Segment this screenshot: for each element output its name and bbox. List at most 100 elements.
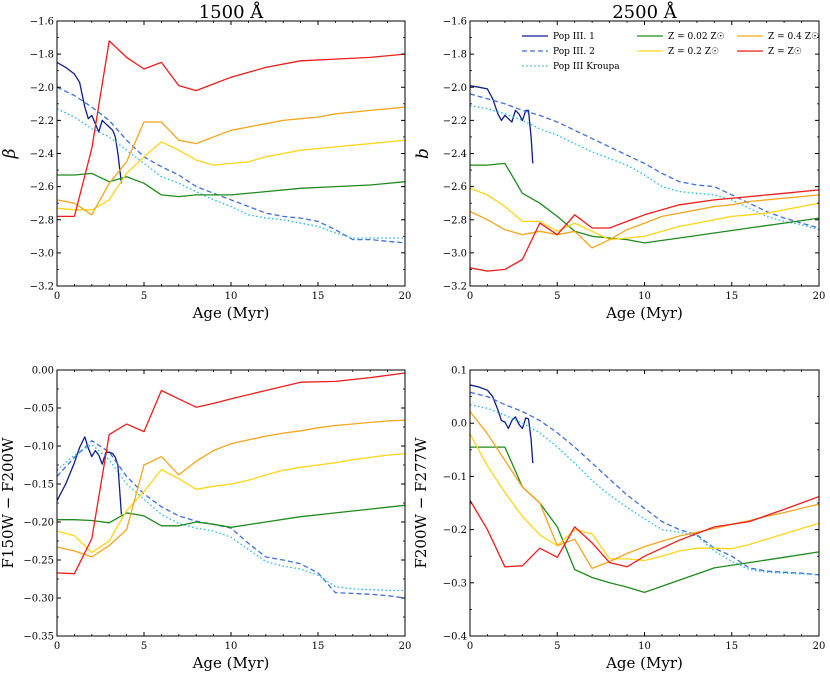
y-tick-label: −1.8 [443, 50, 467, 61]
x-tick-label: 10 [225, 291, 238, 302]
x-axis-label: Age (Myr) [605, 654, 683, 672]
series-z04 [57, 419, 405, 558]
series-popIII2 [57, 440, 405, 599]
y-tick-label: −0.10 [23, 442, 54, 453]
x-tick-label: 10 [225, 641, 238, 652]
legend-label-z1: Z = Z☉ [768, 47, 802, 57]
x-tick-label: 15 [725, 291, 738, 302]
series-z04 [470, 194, 819, 249]
y-tick-label: −2.2 [443, 116, 467, 127]
x-tick-label: 20 [813, 641, 826, 652]
y-tick-label: −3.2 [30, 282, 54, 293]
chart-panel-3: 0 5 10 15 20 −0.35 −0.30 −0.25 −0.20 −0.15 −0.10 −0… [0, 366, 411, 673]
y-tick-label: −3.0 [30, 248, 54, 259]
y-tick-label: −2.6 [30, 182, 54, 193]
legend-label-z02: Z = 0.2 Z☉ [668, 47, 719, 57]
x-tick-label: 5 [141, 641, 147, 652]
legend: Pop III. 1 Pop III. 2 Pop III Kroupa Z = 0.… [522, 32, 819, 72]
series-popIII1 [470, 84, 534, 164]
series-z002 [57, 172, 405, 198]
y-tick-label: −3.0 [443, 248, 467, 259]
y-tick-label: −0.3 [443, 578, 467, 589]
x-tick-label: 0 [467, 641, 473, 652]
x-tick-label: 10 [638, 641, 651, 652]
x-tick-label: 15 [725, 641, 738, 652]
series-popIII1 [470, 384, 534, 464]
axes-frame [56, 20, 406, 287]
series-z002 [57, 504, 405, 528]
legend-label-popIIIKroupa: Pop III Kroupa [553, 62, 620, 72]
chart-panel-2: 0 5 10 15 20 −3.2 −3.0 −2.8 −2.6 −2.4 −2.2 −2.0 −1.8… [413, 1, 825, 322]
chart-title: 2500 Å [612, 1, 678, 23]
x-tick-label: 5 [554, 641, 560, 652]
y-tick-label: −2.8 [30, 215, 54, 226]
y-tick-label: −2.0 [443, 83, 467, 94]
x-tick-label: 5 [554, 291, 560, 302]
y-tick-label: −0.1 [443, 472, 467, 483]
series-z04 [57, 106, 405, 216]
y-tick-label: −2.6 [443, 182, 467, 193]
series-z02 [57, 139, 405, 211]
y-tick-label: −2.2 [30, 116, 54, 127]
series-popIII2 [470, 391, 819, 576]
x-tick-label: 0 [54, 641, 60, 652]
y-tick-label: −1.6 [443, 17, 467, 28]
x-axis-label: Age (Myr) [605, 304, 683, 322]
y-tick-label: −2.8 [443, 215, 467, 226]
y-tick-label: 0.00 [32, 366, 54, 377]
axes-frame [469, 20, 820, 287]
series-popIIIKroupa [57, 108, 405, 239]
series-popIII2 [470, 93, 819, 229]
y-tick-label: −1.8 [30, 50, 54, 61]
y-axis-label: b [413, 148, 433, 159]
series-z1 [57, 372, 405, 575]
x-tick-label: 20 [399, 291, 412, 302]
series-z1 [57, 40, 405, 218]
y-tick-label: −1.6 [30, 17, 54, 28]
y-tick-label: −0.2 [443, 525, 467, 536]
series-popIII1 [57, 61, 123, 184]
series-z002 [470, 446, 819, 594]
chart-panel-4: 0 5 10 15 20 −0.4 −0.3 −0.2 −0.1 0.0 0.1 Age (Myr) F… [412, 366, 825, 673]
y-tick-label: −0.35 [23, 632, 54, 643]
y-tick-label: −0.20 [23, 518, 54, 529]
chart-title: 1500 Å [199, 1, 265, 23]
y-tick-label: −3.2 [443, 282, 467, 293]
axes-frame [56, 369, 406, 637]
series-popIIIKroupa [470, 403, 819, 576]
axes-frame [469, 369, 820, 637]
series-z002 [470, 162, 819, 244]
y-tick-label: −0.25 [23, 556, 54, 567]
legend-label-z002: Z = 0.02 Z☉ [668, 32, 725, 42]
series-z02 [470, 433, 819, 562]
x-tick-label: 20 [813, 291, 826, 302]
series-z1 [470, 495, 819, 568]
y-tick-label: −2.4 [443, 149, 467, 160]
series-z02 [470, 187, 819, 241]
y-tick-label: −0.30 [23, 594, 54, 605]
y-tick-label: −0.05 [23, 404, 54, 415]
x-tick-label: 15 [312, 291, 325, 302]
y-tick-label: −2.4 [30, 149, 54, 160]
x-tick-label: 10 [638, 291, 651, 302]
series-popIII1 [57, 436, 123, 515]
y-axis-label: β [0, 148, 20, 159]
chart-panel-1: 0 5 10 15 20 −3.2 −3.0 −2.8 −2.6 −2.4 −2.2 −2.0 −1.8… [0, 1, 411, 322]
x-axis-label: Age (Myr) [192, 654, 270, 672]
series-z1 [470, 189, 819, 272]
x-tick-label: 0 [467, 291, 473, 302]
y-tick-label: 0.0 [451, 419, 467, 430]
legend-label-popIII1: Pop III. 1 [553, 32, 595, 42]
y-axis-label: F200W − F277W [412, 437, 430, 569]
y-tick-label: −2.0 [30, 83, 54, 94]
y-axis-label: F150W − F200W [0, 437, 17, 569]
series-popIIIKroupa [57, 443, 405, 592]
y-tick-label: −0.4 [443, 632, 467, 643]
legend-label-z04: Z = 0.4 Z☉ [768, 32, 819, 42]
x-tick-label: 5 [141, 291, 147, 302]
legend-label-popIII2: Pop III. 2 [553, 47, 595, 57]
y-tick-label: 0.1 [451, 366, 467, 377]
x-tick-label: 0 [54, 291, 60, 302]
series-z02 [57, 452, 405, 554]
